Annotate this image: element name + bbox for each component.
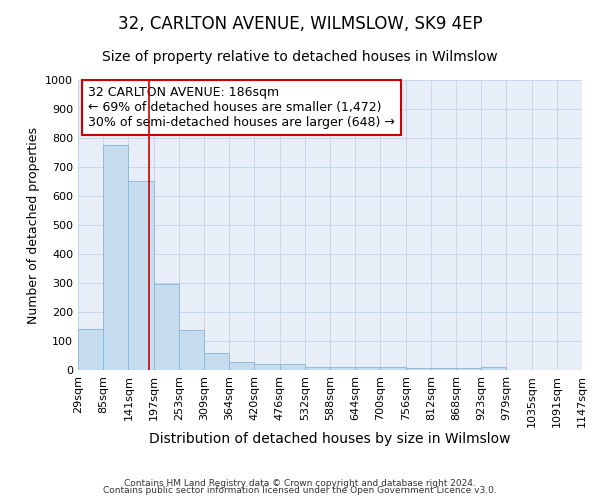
Bar	[431, 368, 456, 370]
Text: 32 CARLTON AVENUE: 186sqm
← 69% of detached houses are smaller (1,472)
30% of se: 32 CARLTON AVENUE: 186sqm ← 69% of detac…	[88, 86, 395, 129]
Bar	[78, 329, 103, 370]
Bar	[330, 368, 355, 370]
Text: Contains public sector information licensed under the Open Government Licence v3: Contains public sector information licen…	[103, 486, 497, 495]
Bar	[380, 368, 406, 370]
Bar	[204, 354, 229, 370]
Bar	[355, 368, 380, 370]
Bar	[305, 366, 330, 370]
Bar	[280, 364, 305, 370]
Text: Size of property relative to detached houses in Wilmslow: Size of property relative to detached ho…	[102, 50, 498, 64]
Bar	[229, 362, 254, 370]
Bar	[103, 145, 128, 370]
Bar	[154, 284, 179, 370]
Bar	[406, 368, 431, 370]
Bar	[179, 330, 204, 370]
Bar	[128, 181, 154, 370]
Text: 32, CARLTON AVENUE, WILMSLOW, SK9 4EP: 32, CARLTON AVENUE, WILMSLOW, SK9 4EP	[118, 15, 482, 33]
Y-axis label: Number of detached properties: Number of detached properties	[26, 126, 40, 324]
X-axis label: Distribution of detached houses by size in Wilmslow: Distribution of detached houses by size …	[149, 432, 511, 446]
Bar	[481, 368, 506, 370]
Bar	[456, 368, 481, 370]
Text: Contains HM Land Registry data © Crown copyright and database right 2024.: Contains HM Land Registry data © Crown c…	[124, 478, 476, 488]
Bar	[254, 364, 280, 370]
